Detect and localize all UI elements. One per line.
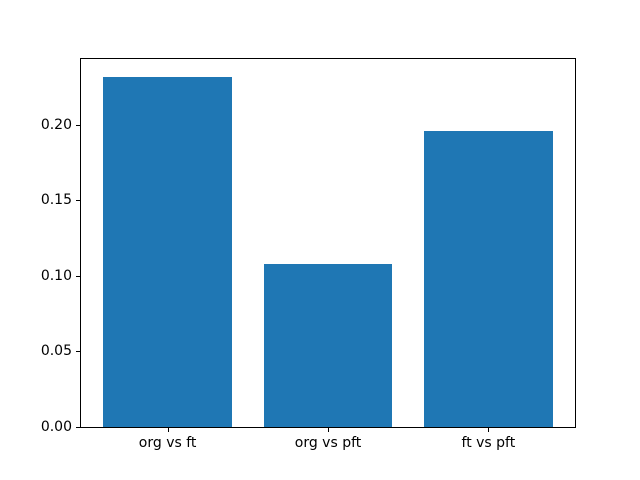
x-tick-label: org vs pft	[294, 435, 362, 451]
x-tick-mark	[488, 428, 489, 432]
bar-org-vs-pft	[263, 263, 393, 427]
y-tick-label: 0.20	[40, 116, 72, 133]
bar-org-vs-ft	[103, 76, 232, 427]
y-tick-mark	[76, 427, 80, 428]
y-tick-mark	[76, 125, 80, 126]
y-tick-mark	[76, 200, 80, 201]
x-tick-mark	[328, 428, 329, 432]
y-tick-mark	[76, 351, 80, 352]
y-tick-label: 0.05	[40, 343, 72, 360]
bar-ft-vs-pft	[424, 130, 553, 427]
y-tick-label: 0.10	[40, 267, 72, 284]
plot-area	[80, 58, 576, 428]
x-tick-mark	[168, 428, 169, 432]
x-tick-label: org vs ft	[138, 435, 197, 451]
y-tick-mark	[76, 276, 80, 277]
y-tick-label: 0.00	[40, 419, 72, 435]
x-tick-label: ft vs pft	[461, 435, 516, 451]
y-tick-label: 0.15	[40, 192, 72, 209]
